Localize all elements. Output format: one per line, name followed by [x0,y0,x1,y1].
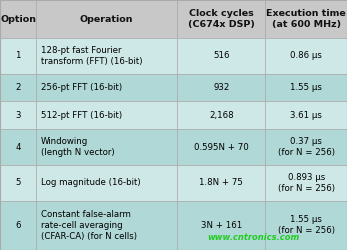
Bar [36,38,177,74]
Text: 0.37 μs
(for N = 256): 0.37 μs (for N = 256) [278,137,335,157]
Text: 516: 516 [213,52,229,60]
Bar [177,102,265,129]
Text: 1.55 μs: 1.55 μs [290,83,322,92]
Bar [177,38,265,74]
Text: Log magnitude (16-bit): Log magnitude (16-bit) [41,178,140,188]
Text: Option: Option [0,14,36,24]
Bar [0,74,36,102]
Bar [0,102,36,129]
Bar [265,201,347,250]
Bar [265,0,347,38]
Bar [0,129,36,165]
Bar [265,74,347,102]
Text: 2,168: 2,168 [209,111,234,120]
Text: 932: 932 [213,83,229,92]
Bar [36,201,177,250]
Bar [0,0,36,38]
Bar [177,129,265,165]
Text: 1.8N + 75: 1.8N + 75 [199,178,243,188]
Bar [0,165,36,201]
Text: Constant false-alarm
rate-cell averaging
(CFAR-CA) (for N cells): Constant false-alarm rate-cell averaging… [41,210,137,241]
Text: 5: 5 [16,178,21,188]
Text: Windowing
(length N vector): Windowing (length N vector) [41,137,114,157]
Bar [265,102,347,129]
Text: 0.86 μs: 0.86 μs [290,52,322,60]
Bar [177,74,265,102]
Bar [36,74,177,102]
Bar [177,0,265,38]
Text: www.cntronics.com: www.cntronics.com [207,233,299,242]
Text: 3.61 μs: 3.61 μs [290,111,322,120]
Text: 1: 1 [16,52,21,60]
Bar [265,129,347,165]
Text: Clock cycles
(C674x DSP): Clock cycles (C674x DSP) [188,9,255,29]
Bar [36,102,177,129]
Bar [0,38,36,74]
Text: 2: 2 [16,83,21,92]
Text: 3: 3 [16,111,21,120]
Bar [265,38,347,74]
Text: Operation: Operation [80,14,134,24]
Bar [265,165,347,201]
Text: 256-pt FFT (16-bit): 256-pt FFT (16-bit) [41,83,122,92]
Bar [36,129,177,165]
Text: 6: 6 [16,221,21,230]
Text: 0.893 μs
(for N = 256): 0.893 μs (for N = 256) [278,173,335,193]
Text: 4: 4 [16,142,21,152]
Text: 512-pt FFT (16-bit): 512-pt FFT (16-bit) [41,111,122,120]
Bar [36,165,177,201]
Text: 1.55 μs
(for N = 256): 1.55 μs (for N = 256) [278,215,335,236]
Text: 128-pt fast Fourier
transform (FFT) (16-bit): 128-pt fast Fourier transform (FFT) (16-… [41,46,142,66]
Text: 3N + 161: 3N + 161 [201,221,242,230]
Bar [36,0,177,38]
Bar [0,201,36,250]
Text: Execution time
(at 600 MHz): Execution time (at 600 MHz) [266,9,346,29]
Text: 0.595N + 70: 0.595N + 70 [194,142,248,152]
Bar [177,201,265,250]
Bar [177,165,265,201]
